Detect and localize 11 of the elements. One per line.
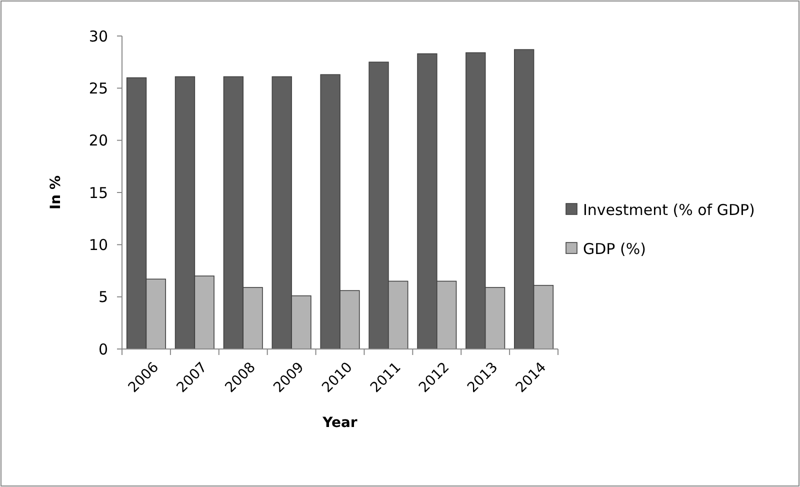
y-axis-title: In % <box>48 175 64 210</box>
y-tick-label: 0 <box>98 340 108 358</box>
y-tick-label: 30 <box>88 27 108 46</box>
y-tick-label: 20 <box>88 132 108 150</box>
y-tick-label: 25 <box>88 79 108 98</box>
y-tick-label: 10 <box>88 236 108 254</box>
legend-label: Investment (% of GDP) <box>583 200 755 219</box>
x-axis-title: Year <box>322 415 358 431</box>
y-tick-label: 5 <box>98 288 108 306</box>
y-tick-label: 15 <box>88 184 108 202</box>
legend-label: GDP (%) <box>583 240 646 258</box>
